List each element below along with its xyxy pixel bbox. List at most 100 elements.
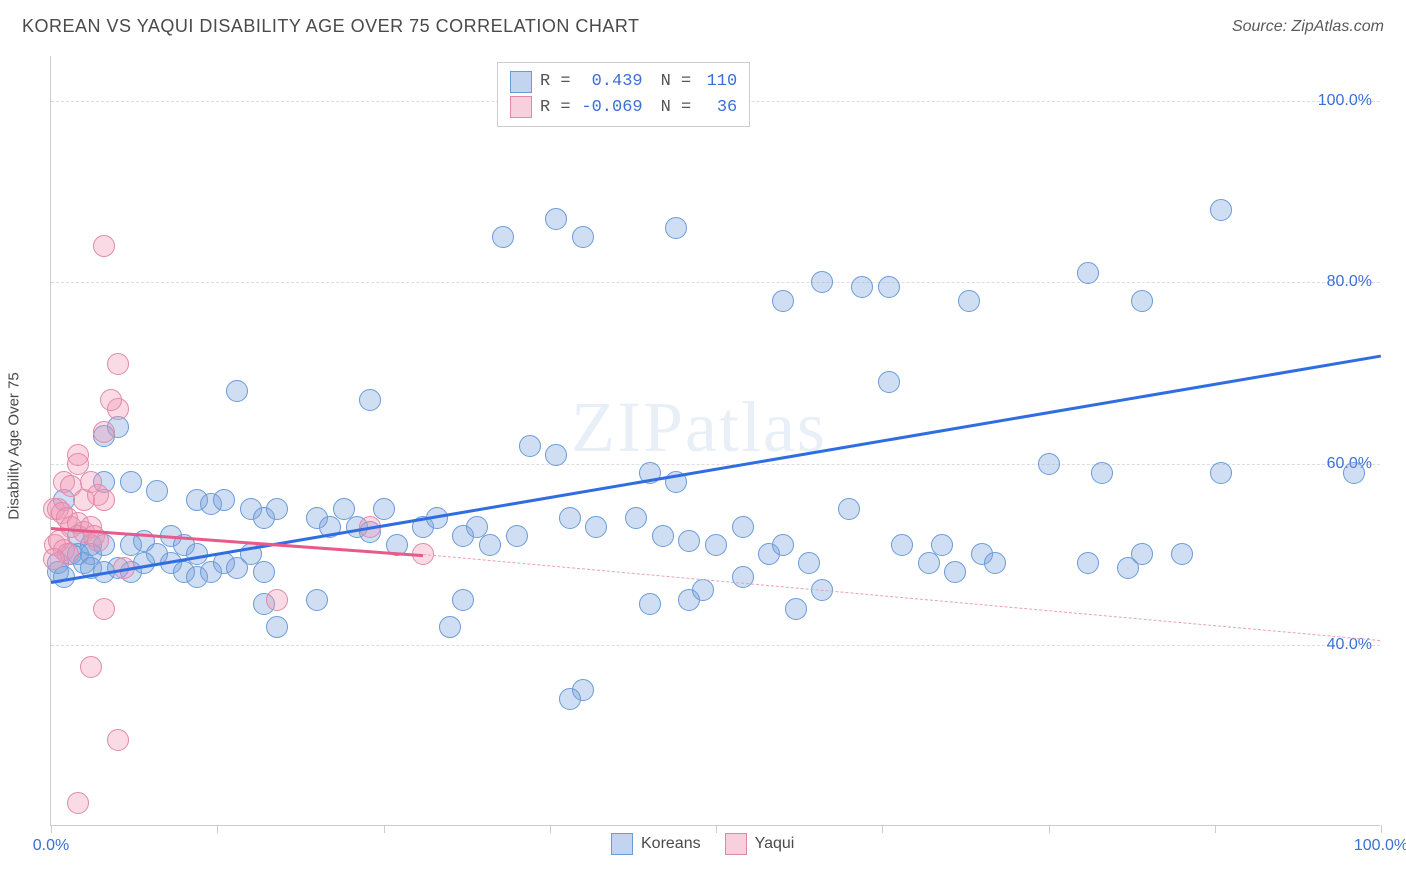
- series-label: Yaqui: [755, 835, 795, 853]
- data-point: [545, 208, 567, 230]
- data-point: [652, 525, 674, 547]
- x-tick-label: 100.0%: [1354, 837, 1406, 855]
- data-point: [559, 507, 581, 529]
- series-legend: Koreans Yaqui: [611, 833, 794, 855]
- data-point: [93, 598, 115, 620]
- data-point: [1091, 462, 1113, 484]
- data-point: [146, 480, 168, 502]
- series-label: Koreans: [641, 835, 701, 853]
- data-point: [692, 579, 714, 601]
- data-point: [944, 561, 966, 583]
- stats-legend-row: R = -0.069 N = 36: [510, 95, 737, 121]
- source-label: Source: ZipAtlas.com: [1232, 18, 1384, 36]
- data-point: [878, 371, 900, 393]
- data-point: [785, 598, 807, 620]
- x-tick: [217, 825, 218, 833]
- n-label: N =: [661, 69, 692, 95]
- data-point: [266, 589, 288, 611]
- x-tick: [384, 825, 385, 833]
- legend-swatch: [611, 833, 633, 855]
- x-tick-label: 0.0%: [33, 837, 69, 855]
- data-point: [506, 525, 528, 547]
- data-point: [878, 276, 900, 298]
- x-tick: [51, 825, 52, 833]
- data-point: [1171, 543, 1193, 565]
- data-point: [107, 729, 129, 751]
- data-point: [93, 235, 115, 257]
- x-tick: [550, 825, 551, 833]
- data-point: [1077, 552, 1099, 574]
- data-point: [958, 290, 980, 312]
- data-point: [811, 271, 833, 293]
- data-point: [80, 656, 102, 678]
- stats-legend-row: R =0.439N =110: [510, 69, 737, 95]
- data-point: [253, 561, 275, 583]
- data-point: [1131, 543, 1153, 565]
- grid-line: [51, 645, 1380, 646]
- data-point: [585, 516, 607, 538]
- stats-legend: R =0.439N =110R =-0.069N =36: [497, 62, 750, 127]
- r-label: R =: [540, 69, 571, 95]
- data-point: [266, 498, 288, 520]
- data-point: [639, 593, 661, 615]
- data-point: [226, 380, 248, 402]
- series-legend-item: Yaqui: [725, 833, 795, 855]
- data-point: [1131, 290, 1153, 312]
- data-point: [519, 435, 541, 457]
- chart-title: KOREAN VS YAQUI DISABILITY AGE OVER 75 C…: [22, 16, 640, 37]
- data-point: [678, 530, 700, 552]
- x-tick: [1381, 825, 1382, 833]
- data-point: [93, 421, 115, 443]
- n-value: 110: [699, 69, 737, 95]
- y-tick-label: 100.0%: [1318, 92, 1372, 110]
- data-point: [772, 290, 794, 312]
- data-point: [479, 534, 501, 556]
- data-point: [545, 444, 567, 466]
- data-point: [625, 507, 647, 529]
- r-label: R =: [540, 95, 571, 121]
- data-point: [798, 552, 820, 574]
- legend-swatch: [510, 71, 532, 93]
- n-value: 36: [699, 95, 737, 121]
- data-point: [1077, 262, 1099, 284]
- data-point: [918, 552, 940, 574]
- y-tick-label: 80.0%: [1327, 273, 1372, 291]
- data-point: [838, 498, 860, 520]
- y-axis-label: Disability Age Over 75: [6, 372, 23, 520]
- data-point: [107, 353, 129, 375]
- data-point: [100, 389, 122, 411]
- data-point: [439, 616, 461, 638]
- data-point: [1210, 199, 1232, 221]
- data-point: [67, 792, 89, 814]
- data-point: [732, 566, 754, 588]
- data-point: [43, 548, 65, 570]
- x-tick: [1215, 825, 1216, 833]
- r-value: -0.069: [579, 95, 643, 121]
- data-point: [266, 616, 288, 638]
- data-point: [492, 226, 514, 248]
- grid-line: [51, 282, 1380, 283]
- legend-swatch: [725, 833, 747, 855]
- n-label: N =: [661, 95, 692, 121]
- trend-line: [423, 554, 1381, 641]
- data-point: [120, 471, 142, 493]
- data-point: [1210, 462, 1232, 484]
- data-point: [772, 534, 794, 556]
- x-tick: [882, 825, 883, 833]
- series-legend-item: Koreans: [611, 833, 701, 855]
- data-point: [572, 226, 594, 248]
- data-point: [891, 534, 913, 556]
- data-point: [851, 276, 873, 298]
- plot-area: ZIPatlas 40.0%60.0%80.0%100.0%0.0%100.0%…: [50, 56, 1380, 826]
- data-point: [93, 489, 115, 511]
- x-tick: [716, 825, 717, 833]
- data-point: [665, 217, 687, 239]
- data-point: [559, 688, 581, 710]
- x-tick: [1049, 825, 1050, 833]
- data-point: [931, 534, 953, 556]
- data-point: [984, 552, 1006, 574]
- data-point: [1038, 453, 1060, 475]
- data-point: [359, 389, 381, 411]
- grid-line: [51, 464, 1380, 465]
- data-point: [452, 589, 474, 611]
